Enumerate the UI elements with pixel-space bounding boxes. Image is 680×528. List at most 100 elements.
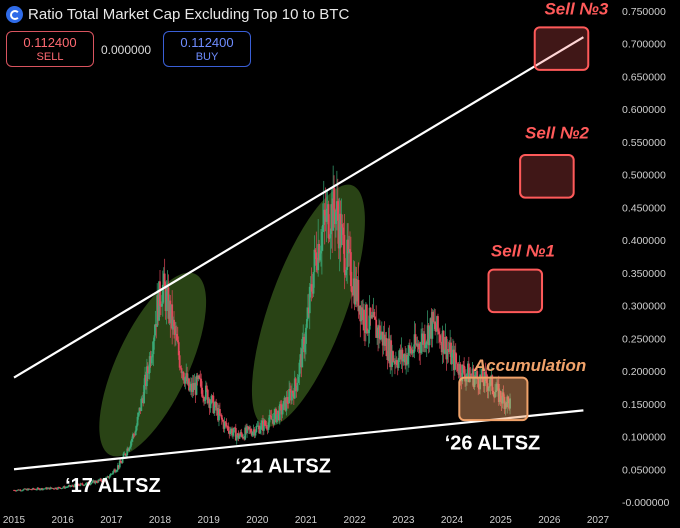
- x-tick-label: 2016: [52, 515, 75, 526]
- x-tick-label: 2025: [490, 515, 513, 526]
- candle-body: [449, 342, 452, 353]
- candle-body: [451, 352, 453, 365]
- candle-body: [18, 489, 21, 491]
- candle-body: [408, 345, 410, 356]
- candle-body: [240, 432, 243, 435]
- candle-body: [469, 373, 472, 376]
- candle-body: [58, 487, 60, 489]
- candle-body: [430, 318, 433, 339]
- candle-body: [187, 378, 189, 384]
- candle-body: [263, 420, 266, 426]
- candle-body: [488, 386, 491, 388]
- candle-body: [359, 305, 362, 322]
- candle-body: [394, 360, 397, 364]
- candle-body: [362, 309, 364, 320]
- candle-body: [357, 279, 360, 312]
- candle-body: [452, 349, 454, 353]
- candle-body: [264, 425, 267, 426]
- candle-body: [170, 304, 173, 324]
- candle-body: [241, 434, 244, 438]
- candle-body: [94, 480, 97, 484]
- candle-body: [210, 395, 213, 404]
- candle-body: [81, 483, 84, 485]
- candle-body: [206, 389, 209, 404]
- cycle-highlight-1: [251, 184, 365, 427]
- candle-body: [440, 342, 443, 353]
- candle-body: [336, 201, 339, 221]
- y-tick-label: 0.650000: [622, 71, 666, 83]
- y-tick-label: 0.750000: [622, 6, 666, 18]
- candle-body: [129, 446, 131, 449]
- candle-body: [62, 486, 65, 488]
- candle-body: [281, 409, 284, 415]
- candle-body: [128, 448, 131, 451]
- candle-body: [429, 318, 432, 327]
- y-tick-label: 0.100000: [622, 432, 666, 444]
- candle-body: [199, 378, 202, 380]
- candle-body: [102, 478, 105, 480]
- spread-value: 0.000000: [101, 43, 152, 57]
- x-tick-label: 2021: [295, 515, 318, 526]
- exchange-logo-icon: [6, 6, 23, 23]
- candle-body: [266, 428, 269, 430]
- candle-body: [96, 482, 99, 484]
- candle-body: [292, 392, 295, 399]
- candle-body: [352, 278, 355, 296]
- candle-body: [49, 487, 52, 490]
- candle-body: [70, 486, 72, 487]
- candle-body: [465, 376, 467, 382]
- candle-body: [406, 354, 408, 365]
- candle-body: [197, 375, 200, 380]
- candle-body: [385, 337, 388, 357]
- candle-body: [412, 351, 415, 353]
- candle-body: [180, 368, 183, 374]
- sell-label: SELL: [36, 51, 64, 63]
- candle-body: [474, 375, 477, 378]
- candle-body: [277, 410, 280, 421]
- candle-body: [319, 253, 321, 261]
- candle-body: [378, 325, 380, 339]
- candle-body: [121, 458, 124, 463]
- candle-body: [104, 478, 107, 481]
- candle-body: [431, 312, 434, 339]
- candle-body: [56, 488, 58, 490]
- sell-button[interactable]: 0.112400 SELL: [6, 31, 94, 67]
- candle-body: [335, 211, 337, 225]
- candle-body: [230, 428, 233, 431]
- buy-button[interactable]: 0.112400 BUY: [163, 31, 251, 67]
- candle-body: [169, 300, 172, 324]
- candle-body: [137, 412, 140, 417]
- candle-body: [24, 488, 27, 490]
- candle-body: [122, 453, 125, 459]
- candle-body: [501, 392, 504, 404]
- candle-body: [381, 331, 384, 346]
- candle-body: [309, 284, 312, 287]
- candle-body: [423, 333, 426, 348]
- candle-body: [311, 291, 314, 294]
- y-tick-label: 0.450000: [622, 202, 666, 214]
- candle-body: [288, 388, 291, 404]
- candle-body: [276, 414, 278, 423]
- candle-body: [461, 364, 464, 382]
- candle-body: [55, 487, 58, 489]
- candle-body: [389, 340, 392, 364]
- trendline-upper: [13, 36, 584, 379]
- y-tick-label: 0.700000: [622, 39, 666, 51]
- candle-body: [133, 434, 136, 436]
- candle-body: [417, 343, 420, 348]
- candle-body: [181, 371, 184, 374]
- annotation-box-2: [487, 268, 544, 314]
- candle-body: [22, 489, 25, 491]
- candle-body: [255, 426, 258, 432]
- candle-body: [320, 250, 322, 254]
- buy-price: 0.112400: [180, 35, 234, 50]
- candle-body: [44, 487, 47, 489]
- candle-body: [161, 284, 164, 304]
- candle-body: [402, 358, 405, 362]
- candle-body: [260, 422, 262, 430]
- candle-body: [390, 340, 393, 367]
- candle-body: [164, 287, 167, 312]
- candle-body: [140, 398, 143, 412]
- candle-body: [84, 484, 87, 486]
